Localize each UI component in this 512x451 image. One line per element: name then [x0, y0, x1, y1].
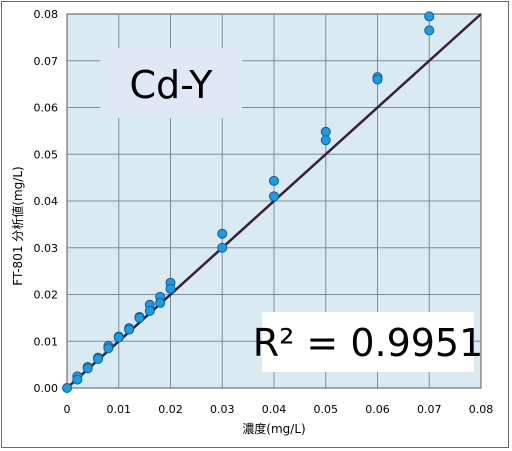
x-tick-label: 0.07 — [417, 403, 442, 416]
x-tick-label: 0.08 — [469, 403, 494, 416]
y-tick-labels: 0.00 0.01 0.02 0.03 0.04 0.05 0.06 0.07 0.08 — [34, 8, 59, 395]
data-point — [134, 312, 145, 323]
x-tick-label: 0 — [64, 403, 71, 416]
data-point — [269, 175, 279, 186]
data-point — [82, 363, 93, 374]
data-point — [103, 343, 114, 354]
y-axis-label: FT-801 分析値(mg/L) — [10, 166, 25, 285]
y-tick-label: 0.05 — [34, 148, 59, 161]
data-point — [113, 332, 124, 343]
data-point — [155, 297, 166, 308]
x-tick-label: 0.03 — [210, 403, 235, 416]
x-tick-label: 0.06 — [365, 403, 390, 416]
data-point — [372, 74, 383, 85]
data-point — [320, 135, 331, 146]
y-tick-label: 0.06 — [34, 102, 59, 115]
data-points — [62, 11, 435, 393]
r-squared-label: R² = 0.9951 — [253, 321, 484, 365]
x-tick-label: 0.04 — [262, 403, 287, 416]
data-point — [424, 25, 435, 36]
y-tick-label: 0.00 — [34, 382, 59, 395]
data-point — [320, 126, 331, 137]
data-point — [62, 383, 72, 393]
x-tick-label: 0.05 — [314, 403, 339, 416]
data-point — [217, 228, 228, 239]
y-tick-label: 0.02 — [34, 289, 59, 302]
r-squared-box — [262, 312, 474, 372]
data-point — [93, 354, 104, 365]
y-tick-label: 0.07 — [34, 55, 59, 68]
series-label-box — [100, 48, 242, 118]
data-point — [424, 11, 435, 22]
data-point — [72, 374, 83, 385]
series-label: Cd-Y — [129, 63, 213, 107]
data-point — [124, 324, 135, 335]
x-tick-labels: 0 0.01 0.02 0.03 0.04 0.05 0.06 0.07 0.08 — [64, 403, 494, 416]
x-tick-label: 0.01 — [107, 403, 132, 416]
y-tick-label: 0.01 — [34, 335, 59, 348]
data-point — [217, 242, 228, 253]
y-tick-label: 0.03 — [34, 242, 59, 255]
y-tick-label: 0.08 — [34, 8, 59, 21]
x-axis-label: 濃度(mg/L) — [242, 421, 305, 436]
x-tick-label: 0.02 — [158, 403, 183, 416]
data-point — [165, 283, 176, 294]
y-tick-label: 0.04 — [34, 195, 59, 208]
data-point — [144, 305, 155, 316]
data-point — [269, 191, 279, 202]
